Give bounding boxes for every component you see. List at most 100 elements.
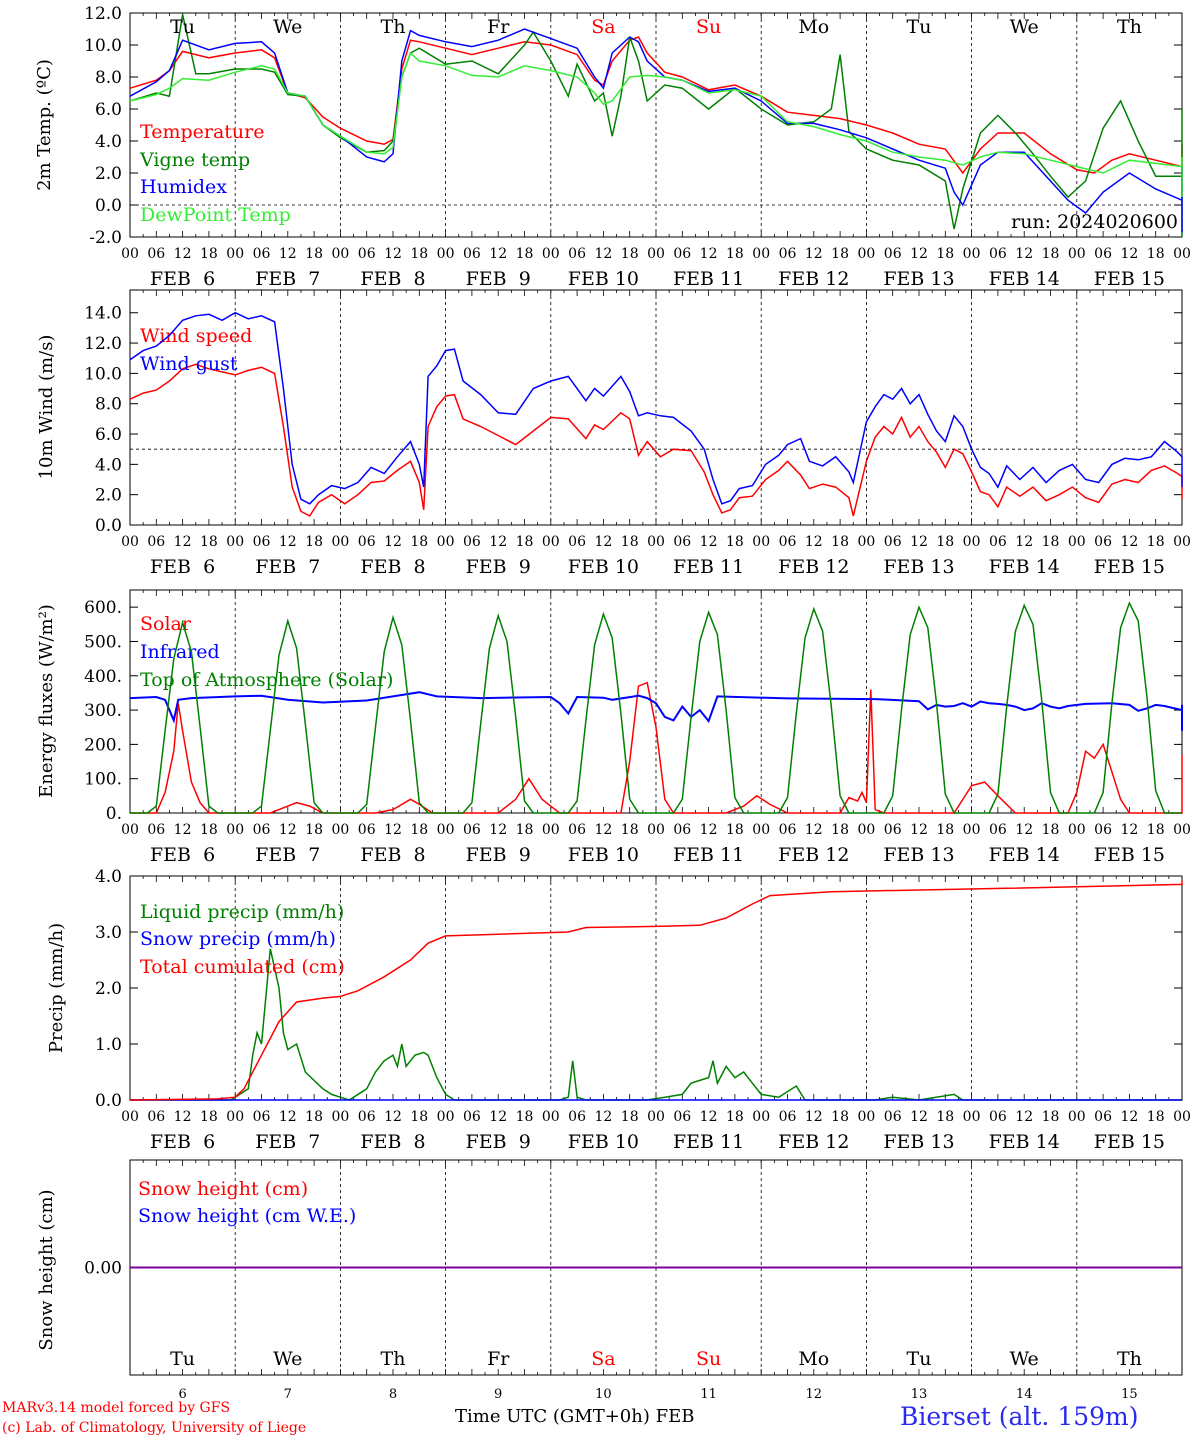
y-tick-label: 0.0 <box>95 1091 122 1111</box>
hour-tick-label: 00 <box>542 534 560 550</box>
hour-tick-label: 18 <box>410 822 428 838</box>
hour-tick-label: 12 <box>384 1109 402 1125</box>
day-label-top: We <box>273 16 302 38</box>
hour-tick-label: 18 <box>410 534 428 550</box>
hour-tick-label: 18 <box>410 1109 428 1125</box>
hour-tick-label: 00 <box>857 534 875 550</box>
hour-tick-label: 06 <box>1094 534 1112 550</box>
hour-tick-label: 12 <box>910 246 928 262</box>
panel-1-ylabel: 2m Temp. (ºC) <box>34 59 55 191</box>
hour-tick-label: 18 <box>200 822 218 838</box>
hour-tick-label: 12 <box>1120 822 1138 838</box>
y-tick-label: 600. <box>84 598 122 618</box>
y-tick-label: 400. <box>84 667 122 687</box>
hour-tick-label: 18 <box>1042 246 1060 262</box>
hour-tick-label: 00 <box>752 1109 770 1125</box>
hour-tick-label: 12 <box>384 246 402 262</box>
series-solar-line <box>130 681 1183 814</box>
hour-tick-label: 12 <box>1120 246 1138 262</box>
hour-tick-label: 06 <box>358 822 376 838</box>
hour-tick-label: 12 <box>489 534 507 550</box>
hour-tick-label: 06 <box>147 246 165 262</box>
hour-tick-label: 12 <box>174 822 192 838</box>
hour-tick-label: 06 <box>463 246 481 262</box>
hour-tick-label: 00 <box>963 822 981 838</box>
hour-tick-label: 12 <box>910 1109 928 1125</box>
day-label-bottom: Tu <box>907 1348 932 1370</box>
date-label: FEB 15 <box>1094 268 1165 290</box>
day-label-top: Th <box>381 16 406 38</box>
day-number-label: 11 <box>700 1387 717 1402</box>
hour-tick-label: 00 <box>1068 822 1086 838</box>
date-label: FEB 9 <box>466 844 531 866</box>
date-label: FEB 6 <box>150 268 215 290</box>
hour-tick-label: 00 <box>1068 534 1086 550</box>
day-label-bottom: We <box>1010 1348 1039 1370</box>
hour-tick-label: 00 <box>226 1109 244 1125</box>
hour-tick-label: 00 <box>1173 1109 1191 1125</box>
day-label-bottom: Mo <box>798 1348 829 1370</box>
hour-tick-label: 00 <box>857 246 875 262</box>
hour-tick-label: 18 <box>936 1109 954 1125</box>
y-tick-label: 8.0 <box>95 395 122 415</box>
hour-tick-label: 18 <box>305 246 323 262</box>
date-label: FEB 9 <box>466 556 531 578</box>
hour-tick-label: 06 <box>463 1109 481 1125</box>
panel-4-ylabel: Precip (mm/h) <box>46 923 67 1053</box>
hour-tick-label: 00 <box>857 822 875 838</box>
date-label: FEB 14 <box>989 844 1060 866</box>
hour-tick-label: 18 <box>1147 534 1165 550</box>
hour-tick-label: 18 <box>516 822 534 838</box>
hour-tick-label: 06 <box>673 534 691 550</box>
legend-entry: Snow precip (mm/h) <box>140 928 336 950</box>
y-tick-label: 4.0 <box>95 867 122 887</box>
day-label-bottom: Th <box>381 1348 406 1370</box>
panel-5-ylabel: Snow height (cm) <box>36 1189 57 1350</box>
hour-tick-label: 06 <box>673 822 691 838</box>
hour-tick-label: 12 <box>489 1109 507 1125</box>
hour-tick-label: 00 <box>963 1109 981 1125</box>
hour-tick-label: 18 <box>1042 822 1060 838</box>
hour-tick-label: 06 <box>463 534 481 550</box>
y-tick-label: 4.0 <box>95 132 122 152</box>
y-tick-label: 3.0 <box>95 923 122 943</box>
hour-tick-label: 12 <box>700 822 718 838</box>
hour-tick-label: 00 <box>647 822 665 838</box>
hour-tick-label: 18 <box>200 246 218 262</box>
hour-tick-label: 06 <box>1094 822 1112 838</box>
day-label-top: Tu <box>170 16 195 38</box>
hour-tick-label: 18 <box>200 534 218 550</box>
hour-tick-label: 06 <box>358 246 376 262</box>
hour-tick-label: 00 <box>331 534 349 550</box>
legend-entry: Top of Atmosphere (Solar) <box>140 669 393 691</box>
day-number-label: 8 <box>389 1387 397 1402</box>
station-name: Bierset (alt. 159m) <box>900 1402 1139 1431</box>
hour-tick-label: 06 <box>1094 1109 1112 1125</box>
date-label: FEB 15 <box>1094 556 1165 578</box>
hour-tick-label: 12 <box>594 1109 612 1125</box>
y-tick-label: -2.0 <box>89 228 122 248</box>
date-label: FEB 13 <box>883 844 954 866</box>
hour-tick-label: 06 <box>568 822 586 838</box>
day-label-top: Sa <box>591 16 615 38</box>
day-label-top: Fr <box>487 16 510 38</box>
hour-tick-label: 18 <box>305 534 323 550</box>
date-label: FEB 13 <box>883 268 954 290</box>
date-label: FEB 10 <box>568 1131 639 1153</box>
hour-tick-label: 12 <box>1120 1109 1138 1125</box>
day-number-label: 15 <box>1121 1387 1138 1402</box>
day-label-top: We <box>1010 16 1039 38</box>
hour-tick-label: 06 <box>779 822 797 838</box>
y-tick-label: 12.0 <box>84 4 122 24</box>
legend-entry: Infrared <box>140 641 220 663</box>
date-label: FEB 15 <box>1094 844 1165 866</box>
hour-tick-label: 00 <box>1068 246 1086 262</box>
hour-tick-label: 12 <box>805 1109 823 1125</box>
hour-tick-label: 18 <box>831 534 849 550</box>
hour-tick-label: 00 <box>331 822 349 838</box>
hour-tick-label: 06 <box>147 534 165 550</box>
hour-tick-label: 00 <box>437 246 455 262</box>
day-number-label: 12 <box>806 1387 823 1402</box>
legend-entry: DewPoint Temp <box>140 204 291 226</box>
